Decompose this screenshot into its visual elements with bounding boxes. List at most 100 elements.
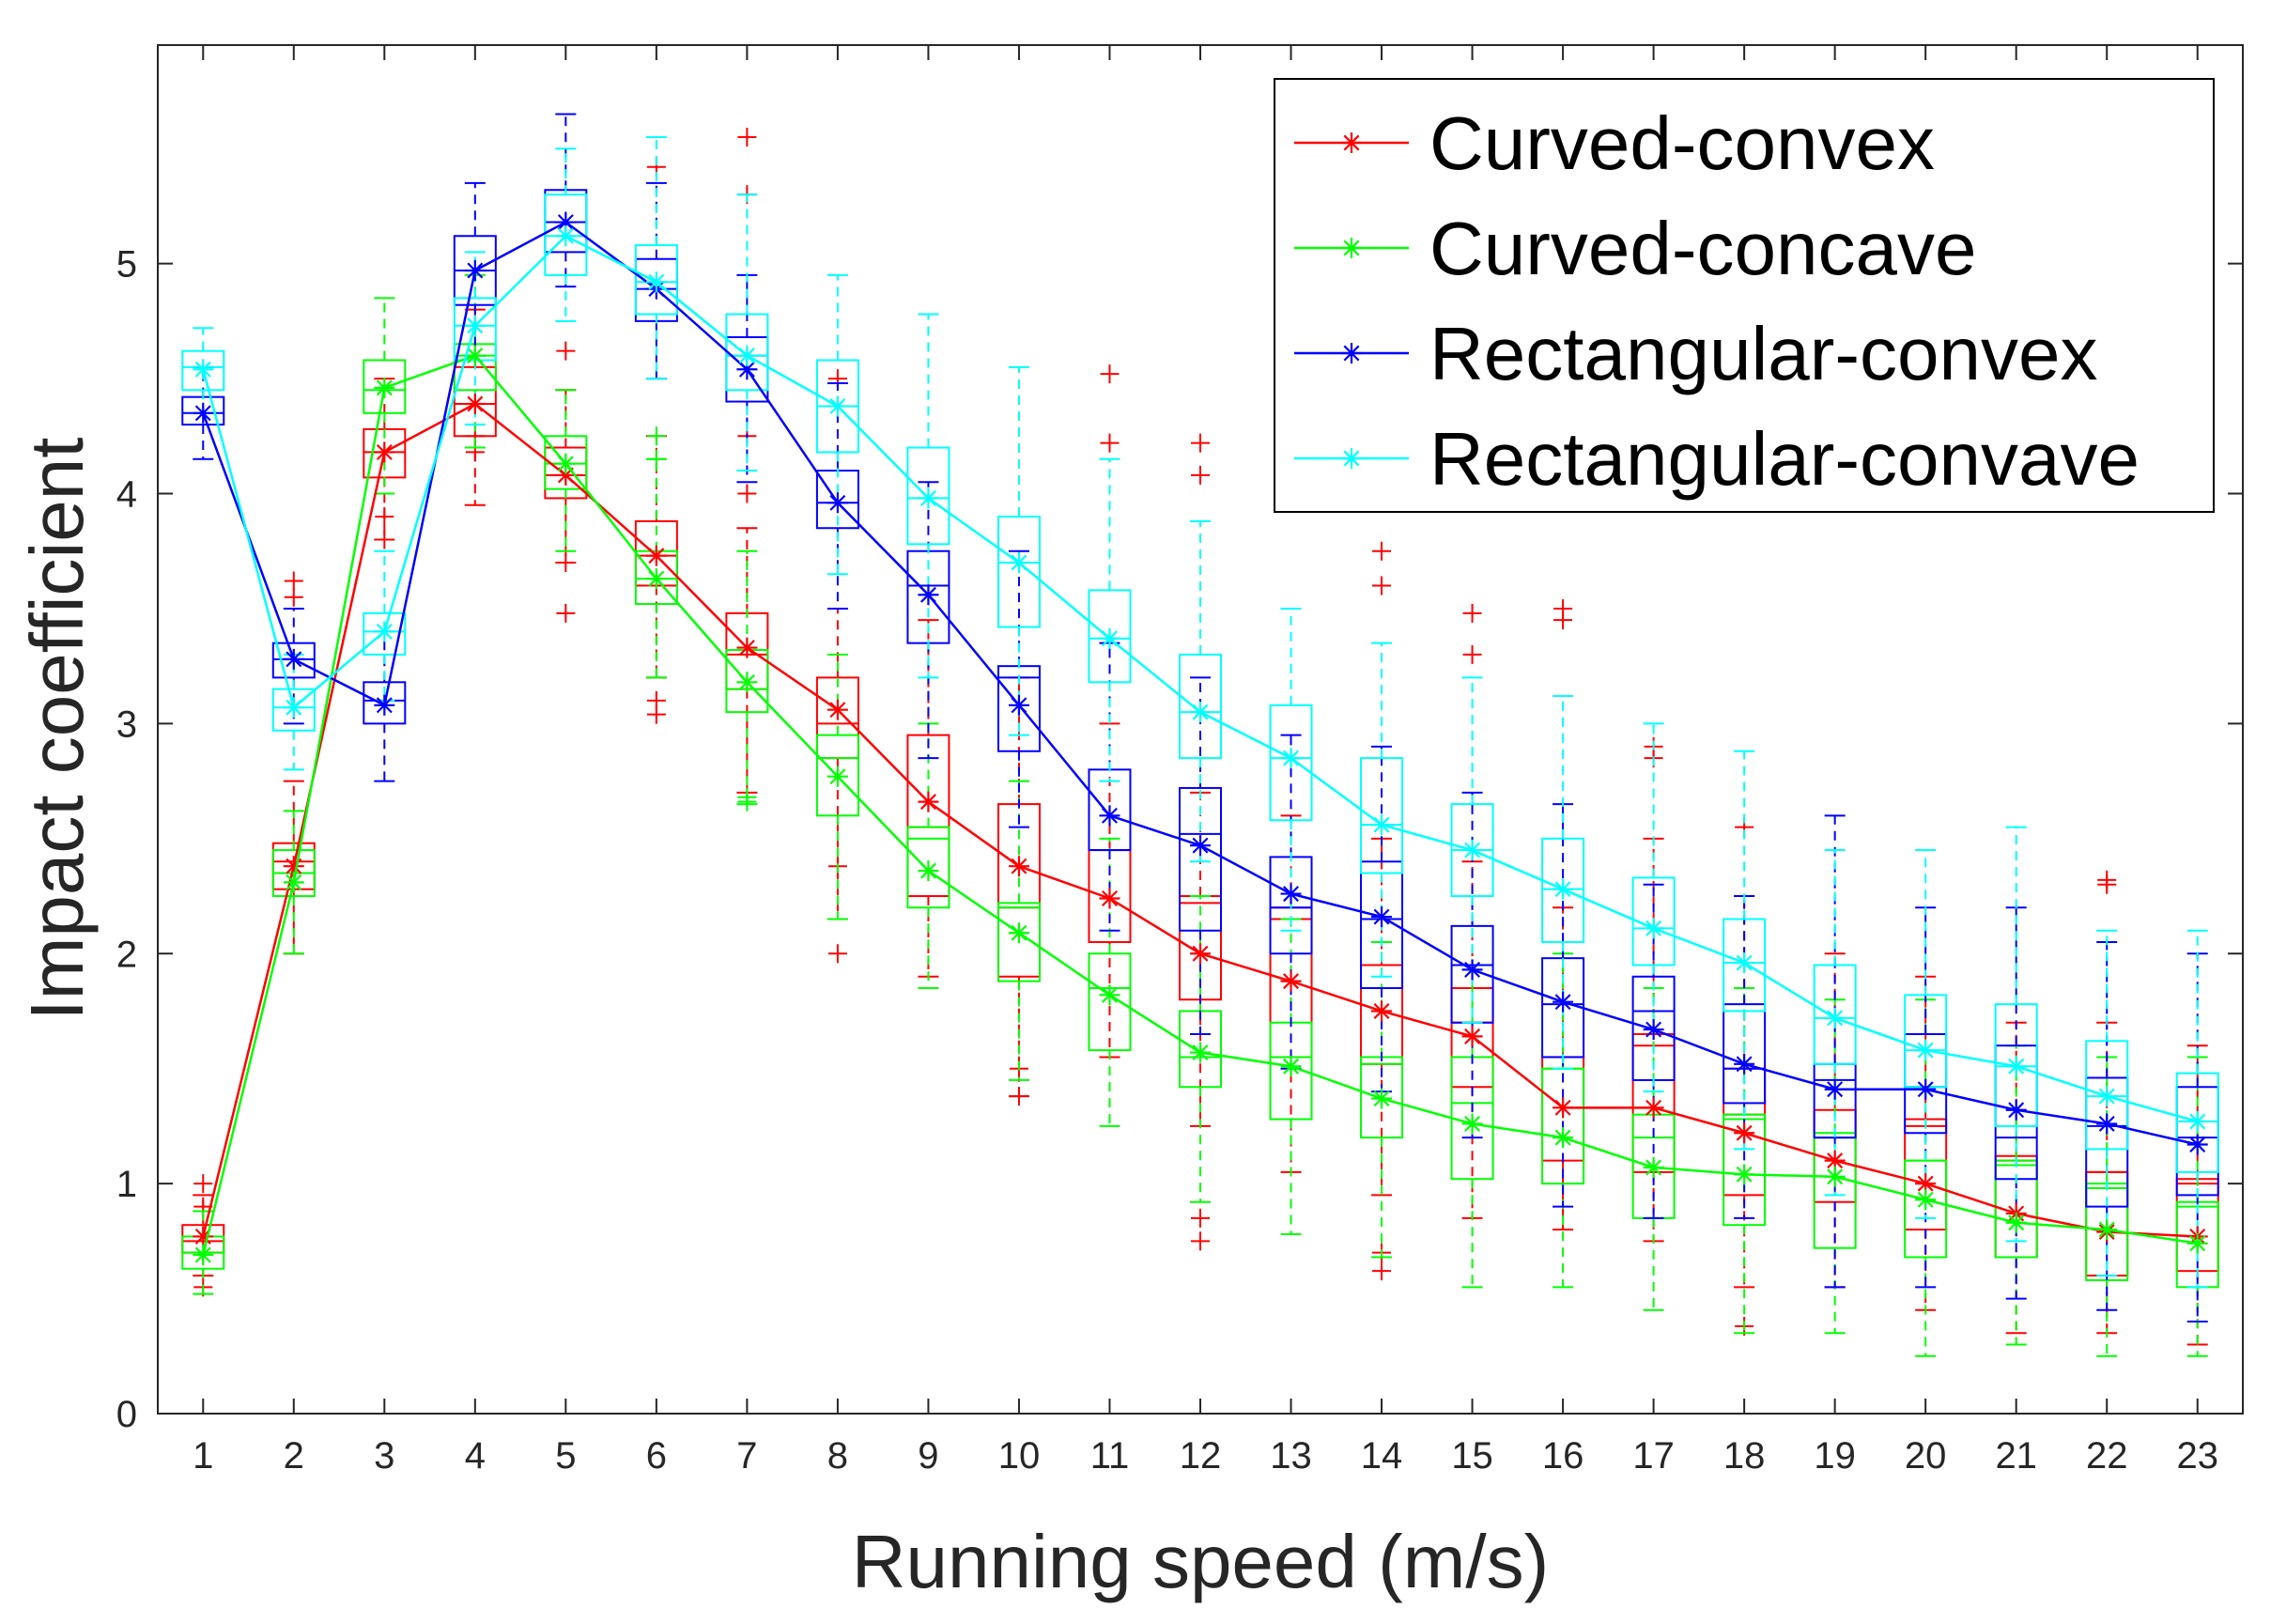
series-point-glyph	[1008, 856, 1029, 877]
series-point	[1371, 1000, 1393, 1022]
box	[996, 902, 1041, 982]
series-point-glyph	[918, 487, 939, 509]
series-point-glyph	[645, 545, 667, 566]
legend-marker-glyph	[1341, 343, 1362, 363]
series-point-glyph	[1915, 1173, 1937, 1195]
series-point-glyph	[193, 1245, 214, 1266]
series-point-glyph	[1824, 1007, 1846, 1029]
series-point	[645, 568, 667, 590]
series-point-glyph	[1734, 952, 1755, 974]
series-point-glyph	[374, 694, 395, 716]
box	[363, 681, 407, 725]
outlier-marker	[1372, 576, 1392, 595]
series-point	[827, 492, 848, 514]
legend-label: Rectangular-convex	[1429, 312, 2097, 395]
series-point-glyph	[827, 492, 848, 514]
box	[2085, 1040, 2129, 1151]
y-tick-label: 0	[116, 1394, 137, 1435]
series-point-glyph	[1099, 984, 1120, 1006]
series-point	[827, 395, 848, 417]
series-point-glyph	[1280, 970, 1302, 992]
series-point-glyph	[1190, 702, 1211, 723]
axes-layer: 1 2 3 4 5 6 7 8 9 10 11 12 13 14 15 16 17 18 19 20 21 22 23012…	[116, 45, 2243, 1477]
series-point	[918, 860, 939, 882]
series-point-glyph	[2186, 1134, 2208, 1155]
box	[1360, 860, 1404, 989]
series-point	[1643, 1019, 1664, 1041]
x-tick-label: 16	[1542, 1435, 1584, 1477]
box	[181, 349, 225, 392]
outlier-marker	[1372, 1261, 1392, 1281]
legend-label: Curved-concave	[1429, 207, 1977, 290]
box	[1813, 964, 1857, 1065]
legend-item-2: Rectangular-convex	[1294, 312, 2097, 395]
outlier-marker	[646, 690, 666, 710]
series-point	[1553, 1127, 1574, 1149]
series-point-glyph	[1371, 1000, 1393, 1022]
box	[271, 688, 316, 732]
series-point-glyph	[2186, 1111, 2208, 1133]
series-point	[2005, 1099, 2027, 1121]
series-point-glyph	[2186, 1232, 2208, 1254]
x-tick-label: 15	[1451, 1435, 1493, 1477]
legend-item-1: Curved-concave	[1294, 207, 1977, 290]
series-lines-layer	[193, 211, 2208, 1266]
series-point-glyph	[555, 211, 577, 233]
outlier-marker	[1191, 1208, 1210, 1228]
box	[544, 193, 588, 276]
series-point	[1190, 702, 1211, 723]
series-point-glyph	[918, 791, 939, 812]
series-point-glyph	[736, 345, 758, 366]
series-point	[555, 211, 577, 233]
outlier-marker	[375, 506, 394, 526]
series-point-glyph	[1008, 922, 1029, 944]
series-point-glyph	[283, 648, 304, 670]
series-point	[1643, 918, 1664, 939]
box	[544, 435, 588, 490]
series-point	[2186, 1111, 2208, 1133]
series-point-glyph	[464, 315, 486, 336]
series-point-glyph	[1643, 1097, 1664, 1119]
series-point-glyph	[1099, 627, 1120, 649]
series-point-glyph	[1734, 1122, 1755, 1144]
outlier-marker	[1553, 611, 1573, 630]
outlier-marker	[1462, 603, 1482, 623]
legend-marker	[1341, 343, 1362, 363]
legend-marker-glyph	[1341, 238, 1362, 258]
x-tick-label: 19	[1814, 1435, 1856, 1477]
series-point	[1280, 748, 1302, 769]
series-point-glyph	[1824, 1150, 1846, 1171]
box	[1631, 876, 1676, 967]
x-tick-label: 10	[998, 1435, 1041, 1477]
series-point	[1280, 970, 1302, 992]
series-point	[2096, 1219, 2118, 1241]
outlier-marker	[1191, 1231, 1210, 1251]
series-point-glyph	[1824, 1078, 1846, 1100]
series-point-glyph	[464, 394, 486, 415]
series-point	[1371, 1088, 1393, 1109]
series-point	[1734, 1164, 1755, 1185]
series-point	[555, 464, 577, 486]
series-point-glyph	[1099, 805, 1120, 827]
series-point	[1734, 1053, 1755, 1075]
series-point-glyph	[464, 259, 486, 281]
outlier-marker	[1100, 364, 1120, 384]
series-point	[1734, 1122, 1755, 1144]
box	[906, 446, 950, 546]
outlier-marker	[193, 1174, 213, 1194]
legend-label: Rectangular-convave	[1429, 417, 2140, 501]
series-point-glyph	[2096, 1219, 2118, 1241]
box	[363, 359, 407, 414]
legend-items: Curved-convex Curved-concave Rectangular-c…	[1294, 101, 2140, 501]
x-tick-label: 17	[1632, 1435, 1675, 1477]
x-tick-label: 1	[193, 1435, 213, 1477]
series-point-glyph	[1734, 1053, 1755, 1075]
series-point-glyph	[736, 637, 758, 658]
series-point-glyph	[1099, 888, 1120, 909]
series-point-glyph	[1734, 1164, 1755, 1185]
series-point	[1280, 1056, 1302, 1077]
outlier-marker	[1462, 644, 1482, 664]
series-point-glyph	[1553, 1097, 1574, 1119]
series-point	[374, 621, 395, 642]
series-point	[2186, 1232, 2208, 1254]
